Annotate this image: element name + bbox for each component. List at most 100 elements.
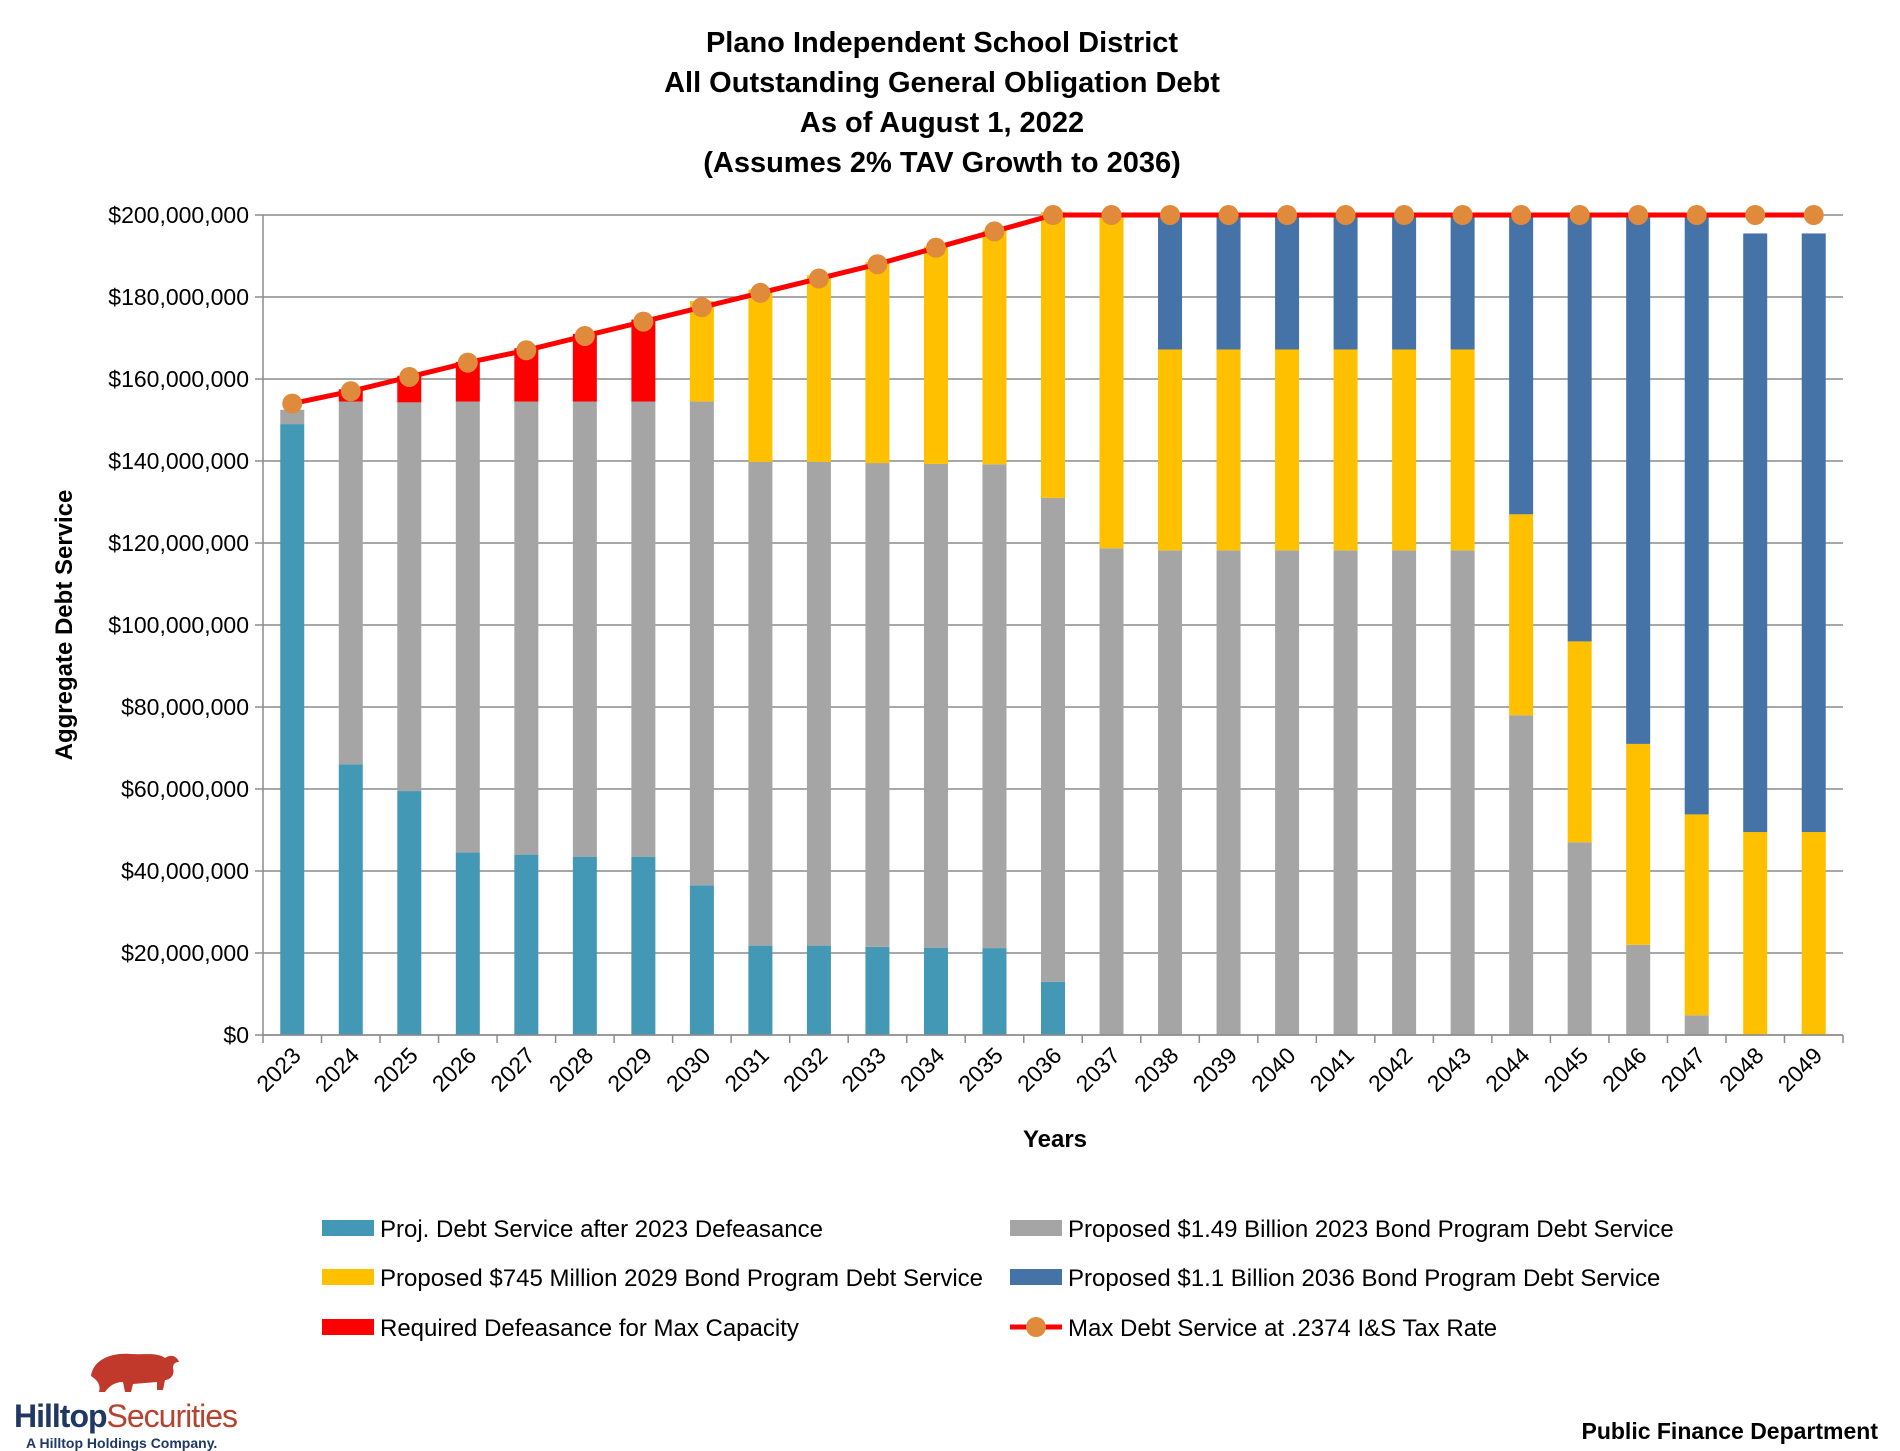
bar-2036-series-2 <box>1041 212 1065 498</box>
bar-2033-series-1 <box>865 463 890 947</box>
legend-label-4: Required Defeasance for Max Capacity <box>380 1315 799 1342</box>
bar-2038-series-1 <box>1158 550 1183 1035</box>
max-line-point-2046 <box>1628 205 1649 225</box>
max-line-point-2031 <box>750 282 771 303</box>
bar-2039-series-1 <box>1216 550 1241 1035</box>
department-label: Public Finance Department <box>1581 1418 1878 1444</box>
max-line-point-2048 <box>1745 205 1766 225</box>
title-line-2: All Outstanding General Obligation Debt <box>664 67 1220 99</box>
bar-2031-series-1 <box>748 461 773 946</box>
bar-2042-series-1 <box>1392 550 1417 1035</box>
y-tick-label-6: $120,000,000 <box>108 530 249 556</box>
legend-swatch-0 <box>322 1220 374 1236</box>
bar-2023-series-1 <box>280 409 305 425</box>
company-logo-text: HilltopSecurities <box>14 1398 238 1435</box>
bar-2047-series-2 <box>1684 814 1709 1016</box>
bar-2046-series-1 <box>1626 944 1651 1035</box>
max-line-point-2024 <box>340 381 361 402</box>
bar-2029-series-0 <box>631 856 656 1035</box>
bar-2029-series-4 <box>631 319 656 402</box>
max-line-point-2049 <box>1803 205 1824 225</box>
x-axis-label: Years <box>1023 1126 1087 1153</box>
x-tick-label-2040: 2040 <box>1246 1042 1301 1097</box>
max-line-point-2025 <box>399 366 420 387</box>
x-tick-label-2048: 2048 <box>1714 1042 1769 1097</box>
bar-2039-series-3 <box>1216 215 1241 350</box>
max-line-point-2037 <box>1101 205 1122 225</box>
legend-label-5: Max Debt Service at .2374 I&S Tax Rate <box>1068 1315 1497 1342</box>
bar-2031-series-2 <box>748 289 773 462</box>
bar-2032-series-1 <box>806 461 831 946</box>
x-tick-label-2039: 2039 <box>1188 1042 1243 1097</box>
max-line-point-2032 <box>808 268 829 289</box>
bar-2035-series-0 <box>982 948 1007 1035</box>
bar-2038-series-2 <box>1158 349 1183 551</box>
bar-2041-series-1 <box>1333 550 1358 1035</box>
x-tick-label-2038: 2038 <box>1129 1042 1184 1097</box>
bar-2048-series-2 <box>1743 832 1768 1035</box>
bar-2039-series-2 <box>1216 349 1241 551</box>
max-line-point-2043 <box>1452 205 1473 225</box>
bar-2045-series-3 <box>1567 215 1592 642</box>
legend-label-2: Proposed $745 Million 2029 Bond Program … <box>380 1265 983 1292</box>
max-line-point-2036 <box>1043 205 1063 225</box>
bar-2041-series-2 <box>1333 349 1358 551</box>
legend: Proj. Debt Service after 2023 Defeasance… <box>322 1216 1674 1342</box>
bars <box>280 212 1826 1036</box>
legend-swatch-4 <box>322 1319 374 1335</box>
bar-2044-series-2 <box>1509 514 1534 716</box>
legend-swatch-3 <box>1010 1269 1062 1285</box>
bar-2030-series-1 <box>689 401 714 886</box>
x-tick-label-2036: 2036 <box>1012 1042 1067 1097</box>
bar-2030-series-2 <box>689 301 714 402</box>
bar-2035-series-1 <box>982 464 1007 949</box>
bar-2036-series-0 <box>1041 981 1065 1035</box>
bar-2033-series-2 <box>865 262 890 464</box>
max-line-point-2045 <box>1569 205 1590 225</box>
bar-2034-series-2 <box>923 246 948 464</box>
bar-2040-series-3 <box>1275 215 1300 350</box>
x-tick-label-2044: 2044 <box>1480 1042 1535 1097</box>
chart-title: Plano Independent School District All Out… <box>664 27 1220 179</box>
y-tick-label-2: $40,000,000 <box>121 858 249 884</box>
bar-2049-series-2 <box>1801 832 1826 1035</box>
bar-2025-series-0 <box>397 791 422 1035</box>
bar-2044-series-3 <box>1509 215 1534 515</box>
x-tick-label-2024: 2024 <box>310 1042 365 1097</box>
max-line-point-2044 <box>1511 205 1532 225</box>
bar-2035-series-2 <box>982 230 1007 465</box>
title-line-3: As of August 1, 2022 <box>800 107 1084 139</box>
bar-2047-series-1 <box>1684 1015 1709 1035</box>
bar-2040-series-1 <box>1275 550 1300 1035</box>
x-tick-label-2045: 2045 <box>1539 1042 1594 1097</box>
x-tick-label-2033: 2033 <box>836 1042 891 1097</box>
y-axis-ticks: $0 $20,000,000 $40,000,000 $60,000,000 $80,0… <box>108 202 263 1048</box>
bar-2042-series-2 <box>1392 349 1417 551</box>
x-tick-label-2034: 2034 <box>895 1042 950 1097</box>
company-name-b: Securities <box>106 1398 238 1434</box>
bar-2040-series-2 <box>1275 349 1300 551</box>
bar-2033-series-0 <box>865 946 890 1035</box>
bar-2042-series-3 <box>1392 215 1417 350</box>
x-tick-label-2029: 2029 <box>602 1042 657 1097</box>
bar-2029-series-1 <box>631 401 656 857</box>
bar-2049-series-3 <box>1801 233 1826 833</box>
x-axis-ticks: 2023 2024 2025 2026 2027 2028 2029 2030 2031 2032… <box>251 1042 1827 1097</box>
bar-2037-series-1 <box>1099 548 1124 1035</box>
bar-2043-series-1 <box>1450 550 1475 1035</box>
bar-2046-series-2 <box>1626 743 1651 945</box>
max-line-point-2033 <box>867 254 888 275</box>
y-tick-label-9: $180,000,000 <box>108 284 249 310</box>
bar-2028-series-1 <box>572 401 597 857</box>
max-line-point-2034 <box>925 237 946 258</box>
bar-2024-series-1 <box>338 401 363 765</box>
max-line-point-2047 <box>1686 205 1707 225</box>
y-tick-label-1: $20,000,000 <box>121 940 249 966</box>
bar-2038-series-3 <box>1158 215 1183 350</box>
bar-2048-series-3 <box>1743 233 1768 833</box>
bar-2036-series-1 <box>1041 497 1065 982</box>
x-tick-label-2032: 2032 <box>778 1042 833 1097</box>
bar-2034-series-1 <box>923 463 948 948</box>
bar-2046-series-3 <box>1626 215 1651 744</box>
axes <box>262 215 1844 1043</box>
